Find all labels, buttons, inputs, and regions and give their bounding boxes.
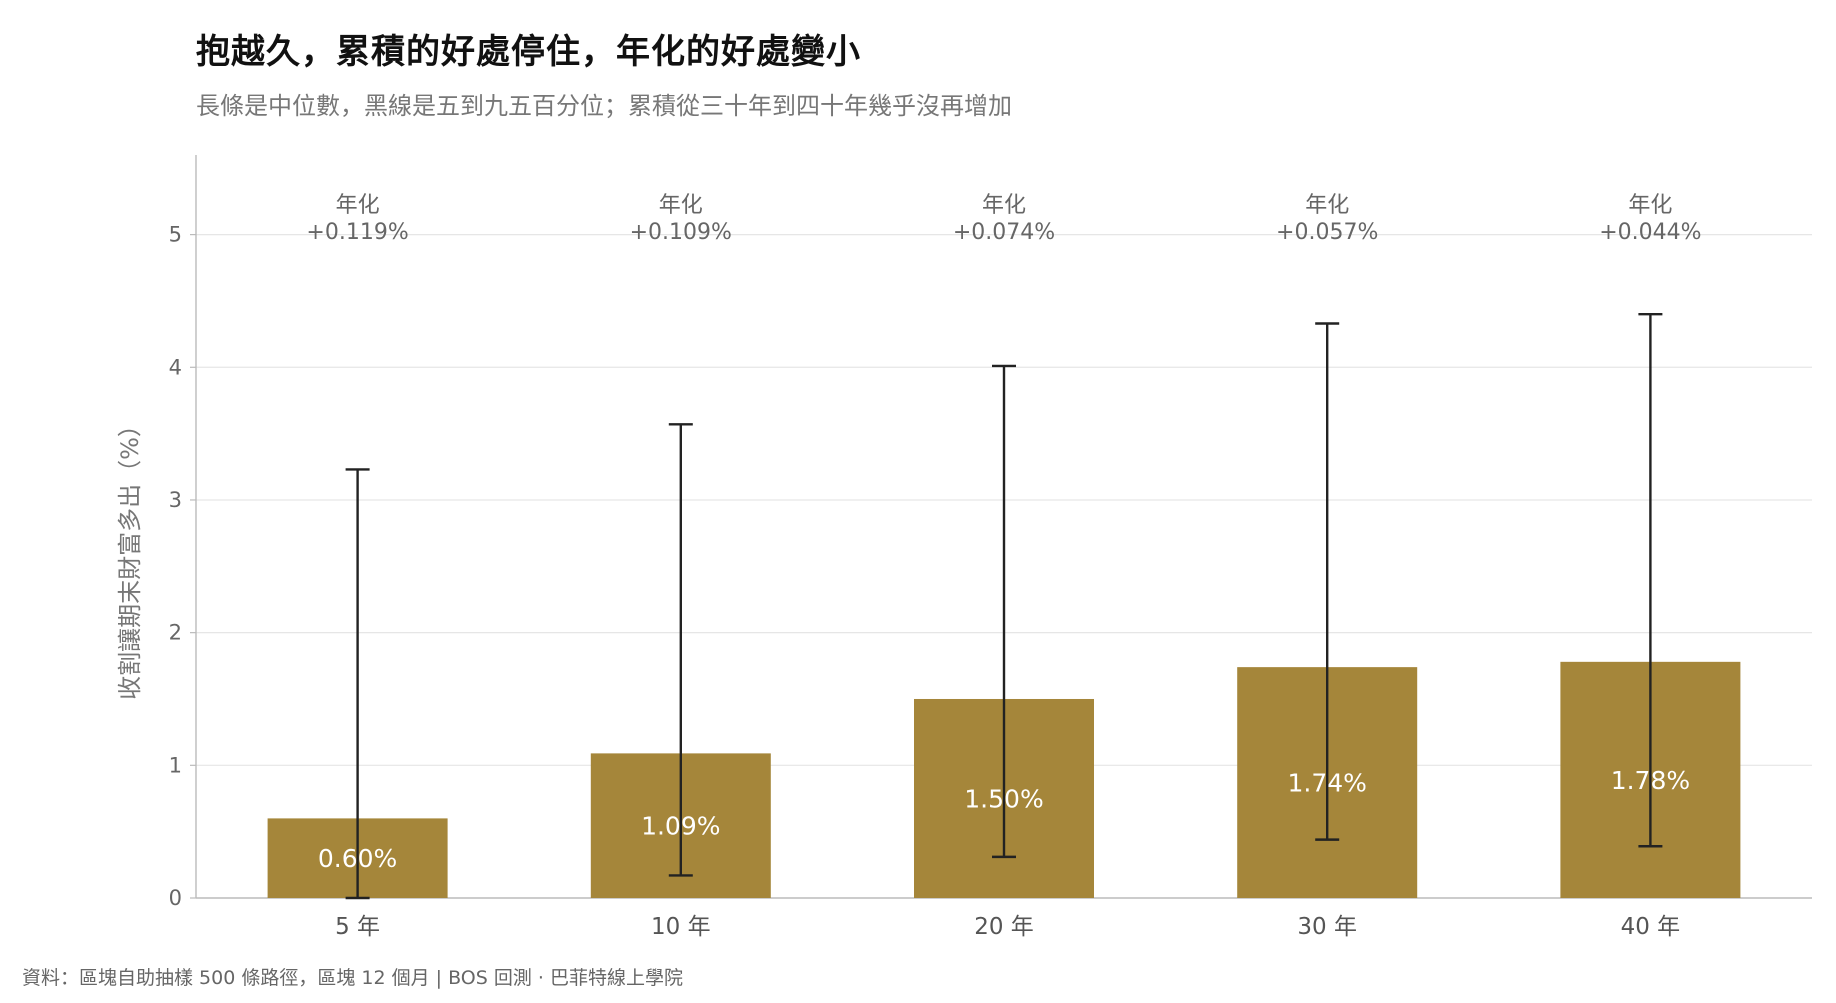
annualized-prefix: 年化 xyxy=(336,193,380,218)
x-tick-label: 20 年 xyxy=(974,914,1034,940)
error-bars xyxy=(345,313,1663,900)
chart-title: 抱越久，累積的好處停住，年化的好處變小 xyxy=(196,32,861,72)
annualized-value: +0.109% xyxy=(630,220,732,245)
bar-chart: 0 1 2 3 4 5 收割讓期末財富多出（%） 5 年 10 年 20 年 30 年 40 年 0.… xyxy=(116,155,1812,940)
y-axis-label: 收割讓期末財富多出（%） xyxy=(116,413,144,700)
chart-subtitle: 長條是中位數，黑線是五到九五百分位；累積從三十年到四十年幾乎沒再增加 xyxy=(196,92,1012,120)
x-tick-label: 5 年 xyxy=(335,914,380,940)
y-tick-label: 5 xyxy=(169,223,182,247)
y-tick-label: 0 xyxy=(169,886,182,910)
annualized-prefix: 年化 xyxy=(659,193,703,218)
annualized-value: +0.119% xyxy=(306,220,408,245)
annualized-prefix: 年化 xyxy=(1628,193,1672,218)
bar-value-label: 1.74% xyxy=(1287,769,1366,798)
x-tick-label: 10 年 xyxy=(651,914,711,940)
axes: 0 1 2 3 4 5 收割讓期末財富多出（%） 5 年 10 年 20 年 30 年 40 年 xyxy=(116,155,1812,940)
annualized-value: +0.074% xyxy=(953,220,1055,245)
x-tick-label: 30 年 xyxy=(1297,914,1357,940)
x-tick-label: 40 年 xyxy=(1621,914,1681,940)
annualized-prefix: 年化 xyxy=(1305,193,1349,218)
labels: 0.60%年化+0.119%1.09%年化+0.109%1.50%年化+0.07… xyxy=(306,193,1701,873)
y-tick-label: 1 xyxy=(169,753,182,777)
y-tick-label: 3 xyxy=(169,488,182,512)
y-tick-label: 4 xyxy=(169,355,182,379)
bar-value-label: 1.09% xyxy=(641,812,720,841)
annualized-value: +0.044% xyxy=(1599,220,1701,245)
bar-value-label: 1.50% xyxy=(964,784,1043,813)
y-tick-label: 2 xyxy=(169,621,182,645)
annualized-prefix: 年化 xyxy=(982,193,1026,218)
source-note: 資料：區塊自助抽樣 500 條路徑，區塊 12 個月 | BOS 回測 · 巴菲… xyxy=(22,967,683,989)
bar-value-label: 0.60% xyxy=(318,844,397,873)
bar-value-label: 1.78% xyxy=(1611,766,1690,795)
annualized-value: +0.057% xyxy=(1276,220,1378,245)
